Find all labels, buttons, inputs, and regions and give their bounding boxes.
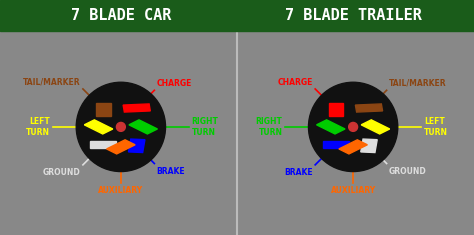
Ellipse shape <box>309 82 398 172</box>
Bar <box>323 141 349 148</box>
Text: GROUND: GROUND <box>43 168 81 177</box>
Bar <box>356 104 383 112</box>
Text: BRAKE: BRAKE <box>284 168 313 177</box>
Ellipse shape <box>76 82 165 172</box>
Bar <box>91 141 117 148</box>
Ellipse shape <box>117 122 125 131</box>
Text: LEFT
TURN: LEFT TURN <box>424 117 448 137</box>
Bar <box>96 103 110 116</box>
Text: RIGHT
TURN: RIGHT TURN <box>255 117 283 137</box>
Bar <box>107 140 135 154</box>
Text: AUXILIARY: AUXILIARY <box>98 186 144 195</box>
Bar <box>317 120 345 134</box>
Text: 7 BLADE CAR: 7 BLADE CAR <box>71 8 171 23</box>
Text: 7 BLADE TRAILER: 7 BLADE TRAILER <box>285 8 421 23</box>
Bar <box>339 140 367 154</box>
Bar <box>0 0 474 31</box>
Text: GROUND: GROUND <box>389 167 427 176</box>
Text: TAIL/MARKER: TAIL/MARKER <box>23 78 81 86</box>
Bar <box>123 104 150 112</box>
Bar <box>84 120 113 134</box>
Bar <box>129 120 157 134</box>
Bar <box>361 139 377 153</box>
Bar <box>328 103 343 116</box>
Text: LEFT
TURN: LEFT TURN <box>26 117 50 137</box>
Text: AUXILIARY: AUXILIARY <box>330 186 376 195</box>
Text: TAIL/MARKER: TAIL/MARKER <box>389 79 447 88</box>
Text: CHARGE: CHARGE <box>157 79 192 88</box>
Bar <box>361 120 390 134</box>
Ellipse shape <box>349 122 357 131</box>
Text: RIGHT
TURN: RIGHT TURN <box>191 117 219 137</box>
Bar <box>128 139 145 153</box>
Text: BRAKE: BRAKE <box>157 167 185 176</box>
Text: CHARGE: CHARGE <box>277 78 313 86</box>
